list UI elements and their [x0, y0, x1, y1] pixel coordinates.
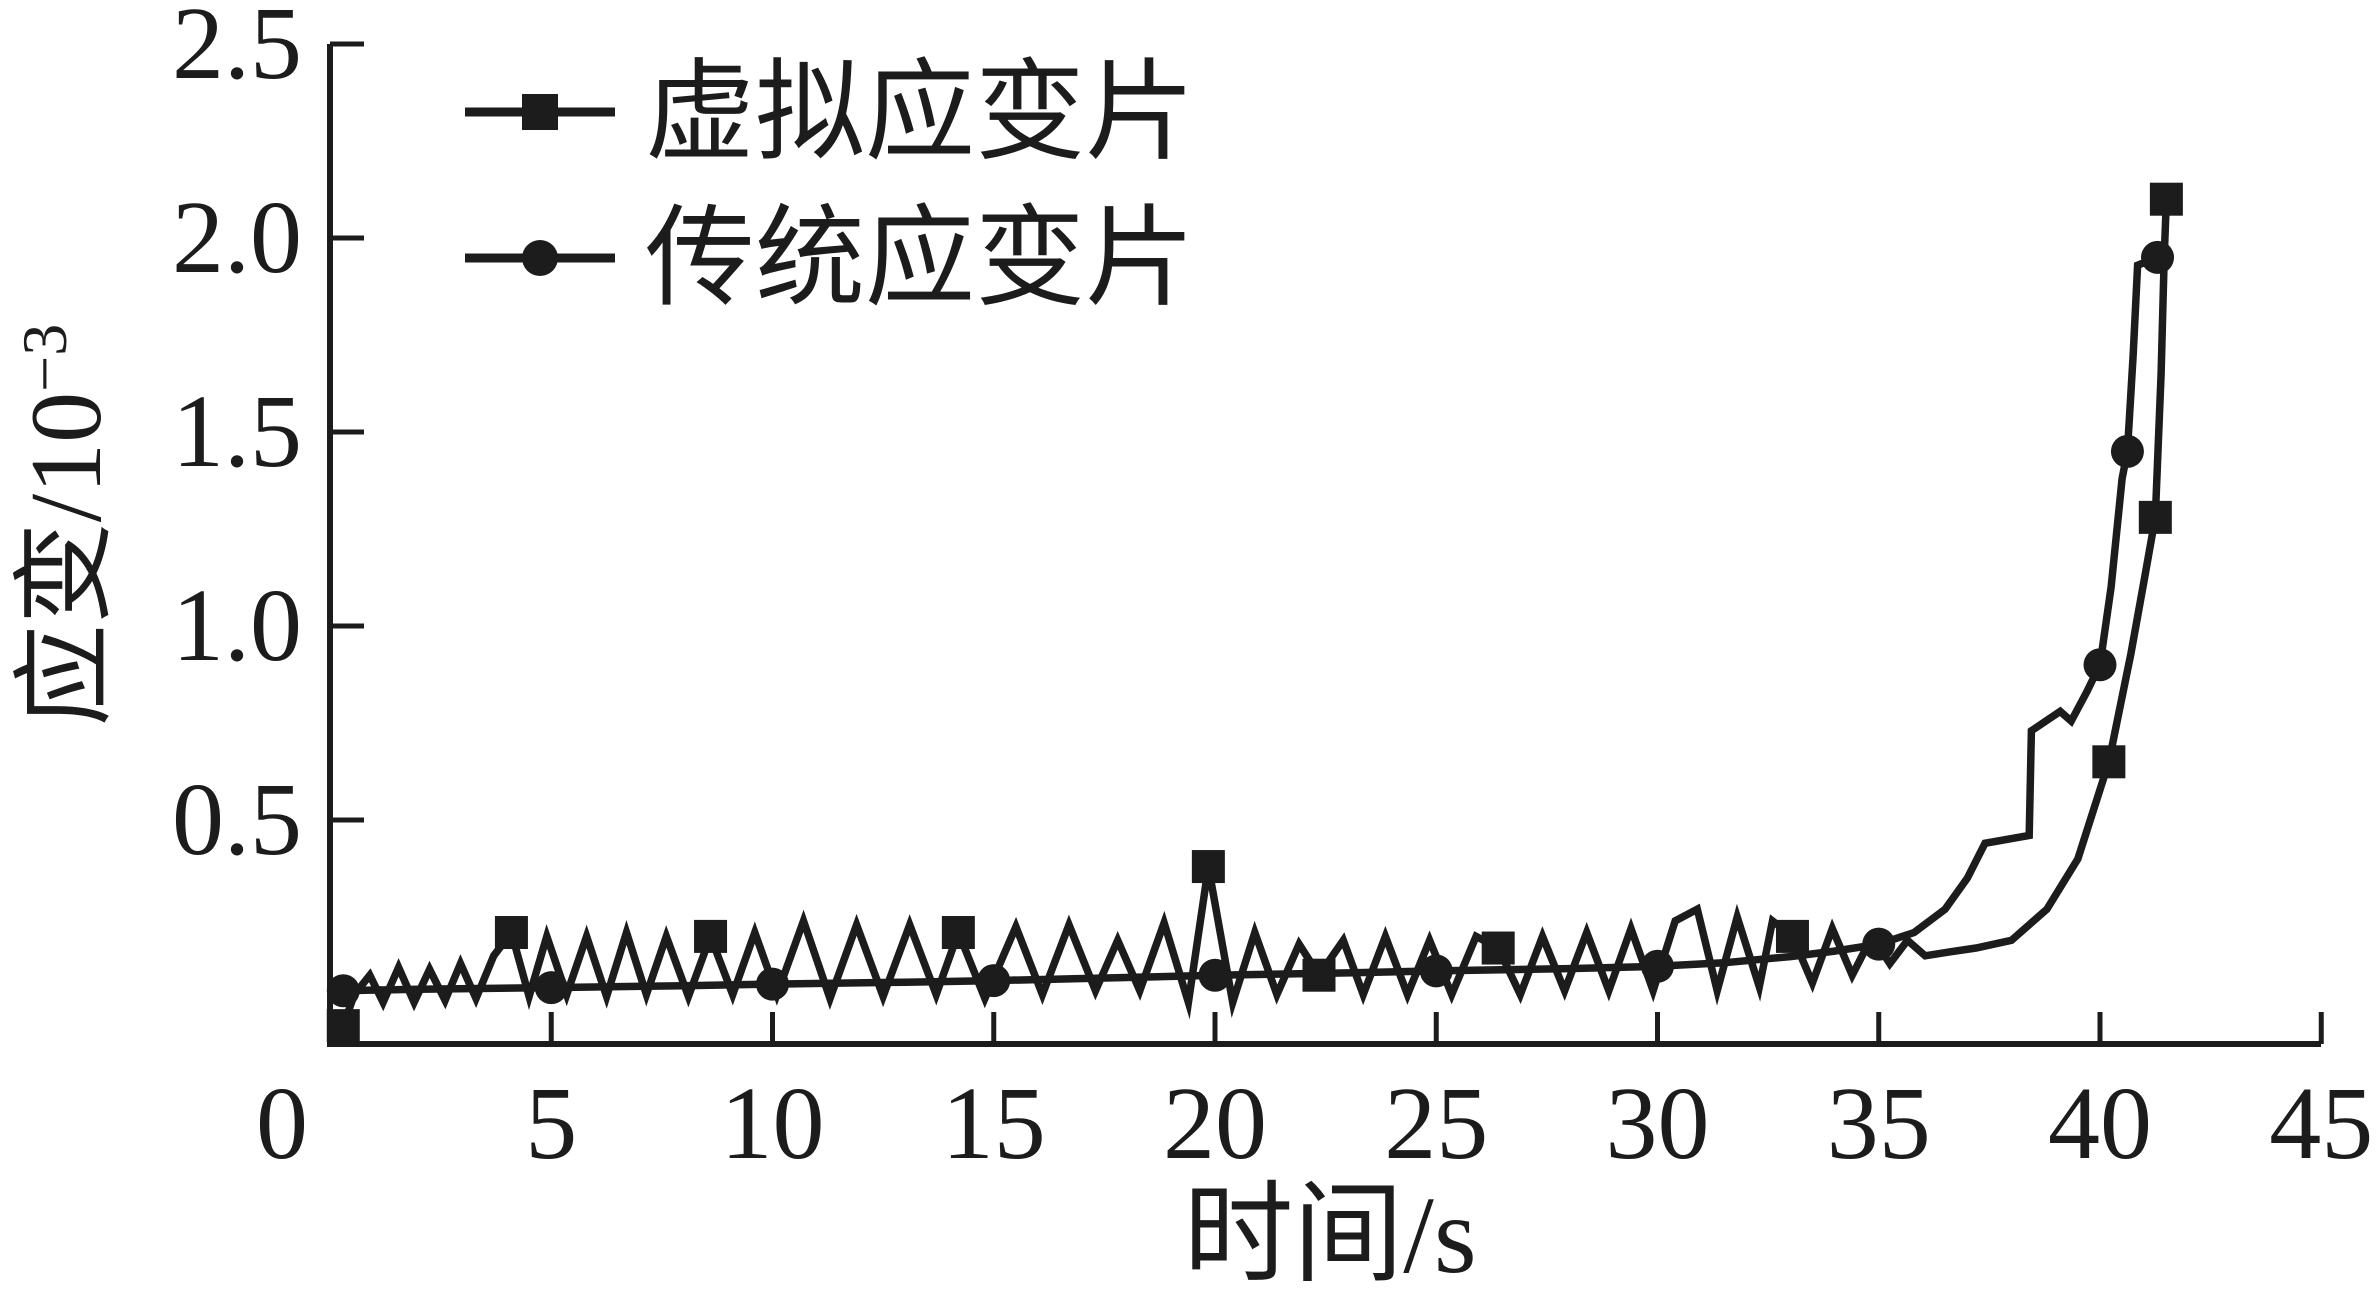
- x-tick-label: 15: [942, 1066, 1046, 1181]
- x-tick-label: 45: [2269, 1066, 2373, 1181]
- data-point-circle: [1862, 927, 1896, 961]
- data-point-circle: [2141, 240, 2175, 274]
- x-tick-label: 10: [721, 1066, 825, 1181]
- data-point-square: [494, 916, 528, 950]
- x-tick-label: 30: [1606, 1066, 1710, 1181]
- data-point-square: [1481, 931, 1515, 965]
- axes: [327, 44, 2321, 1047]
- legend-label: 虚拟应变片: [645, 52, 1195, 174]
- data-point-square: [326, 1009, 360, 1043]
- y-axis-title-text: 应变/10−3: [9, 324, 123, 726]
- legend-circle-marker-icon: [522, 240, 558, 276]
- y-tick-label: 2.0: [172, 180, 302, 295]
- y-axis-tick-labels: 0.5 1.0 1.5 2.0 2.5: [172, 0, 302, 877]
- x-tick-label: 20: [1163, 1066, 1267, 1181]
- data-point-circle: [1419, 954, 1453, 988]
- x-tick-label: 35: [1827, 1066, 1931, 1181]
- series-line-traditional: [343, 253, 2159, 995]
- series-lines: [339, 199, 2171, 1027]
- x-tick-label: 5: [525, 1066, 577, 1181]
- data-point-circle: [977, 964, 1011, 998]
- x-axis-ticks: [548, 1012, 2324, 1044]
- x-axis-title: 时间/s: [1183, 1174, 1476, 1291]
- y-tick-label: 1.0: [172, 568, 302, 683]
- x-tick-label: 40: [2048, 1066, 2152, 1181]
- data-point-square: [1775, 919, 1809, 953]
- y-tick-label: 1.5: [172, 374, 302, 489]
- data-point-square: [2149, 182, 2183, 216]
- data-point-square: [1302, 958, 1336, 992]
- y-tick-label: 0.5: [172, 762, 302, 877]
- legend-square-marker-icon: [522, 94, 558, 130]
- data-point-circle: [756, 967, 789, 1001]
- y-axis-title: 应变/10−3: [9, 324, 123, 726]
- data-point-square: [941, 916, 975, 950]
- x-tick-label: 25: [1384, 1066, 1488, 1181]
- y-axis-ticks: [330, 41, 364, 823]
- y-axis-title-base: 应变/10−3: [9, 324, 123, 726]
- data-point-circle: [2110, 434, 2144, 468]
- data-point-circle: [1641, 949, 1674, 983]
- series-line-virtual: [339, 199, 2171, 1027]
- x-tick-label: 0: [256, 1066, 308, 1181]
- data-point-square: [2092, 745, 2126, 779]
- data-point-circle: [326, 974, 360, 1008]
- data-point-square: [2138, 500, 2172, 534]
- y-tick-label: 2.5: [172, 0, 302, 101]
- legend-label: 传统应变片: [645, 198, 1195, 320]
- data-point-square: [1191, 850, 1225, 884]
- axis-frame: [327, 44, 2321, 1047]
- data-point-circle: [2083, 648, 2117, 682]
- data-point-circle: [534, 971, 568, 1005]
- y-axis-title-exponent: −3: [9, 324, 80, 392]
- legend-item-traditional: 传统应变片: [465, 198, 1195, 320]
- x-axis-tick-labels: 0 5 10 15 20 25 30 35 40 45: [256, 1066, 2373, 1181]
- data-point-markers: [326, 182, 2183, 1043]
- data-point-circle: [1198, 958, 1232, 992]
- data-point-square: [694, 919, 728, 953]
- legend-item-virtual: 虚拟应变片: [465, 52, 1195, 174]
